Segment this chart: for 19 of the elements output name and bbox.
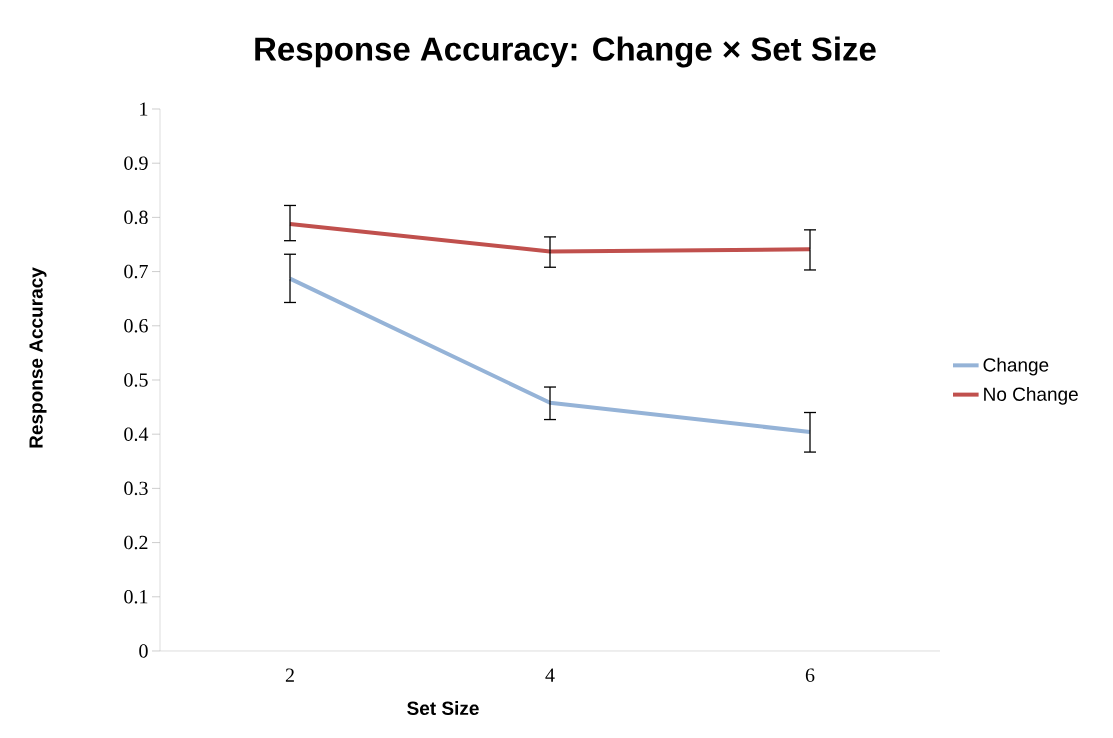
x-tick-label: 6 bbox=[805, 668, 815, 682]
y-axis-title: Response Accuracy bbox=[29, 267, 47, 448]
y-tick-label: 0.9 bbox=[124, 156, 148, 170]
y-tick-label: 0.4 bbox=[124, 427, 149, 441]
y-tick-label: 0.6 bbox=[124, 319, 148, 333]
x-tick-label: 4 bbox=[545, 668, 555, 682]
x-axis-title: Set Size bbox=[407, 701, 479, 715]
legend-label: No Change bbox=[984, 386, 1078, 405]
y-tick-label: 0.2 bbox=[124, 535, 148, 550]
y-tick-label: 0.8 bbox=[124, 210, 148, 225]
y-tick-label: 1 bbox=[140, 102, 148, 116]
y-tick-label: 0.5 bbox=[124, 373, 148, 387]
y-tick-label: 0.7 bbox=[124, 264, 148, 279]
chart-title: Response Accuracy: Change × Set Size bbox=[255, 36, 876, 68]
y-tick-label: 0.1 bbox=[124, 589, 148, 604]
y-tick-label: 0 bbox=[139, 644, 148, 658]
legend-label: Change bbox=[983, 357, 1049, 376]
x-tick-label: 2 bbox=[285, 668, 294, 682]
y-tick-label: 0.3 bbox=[124, 481, 148, 496]
